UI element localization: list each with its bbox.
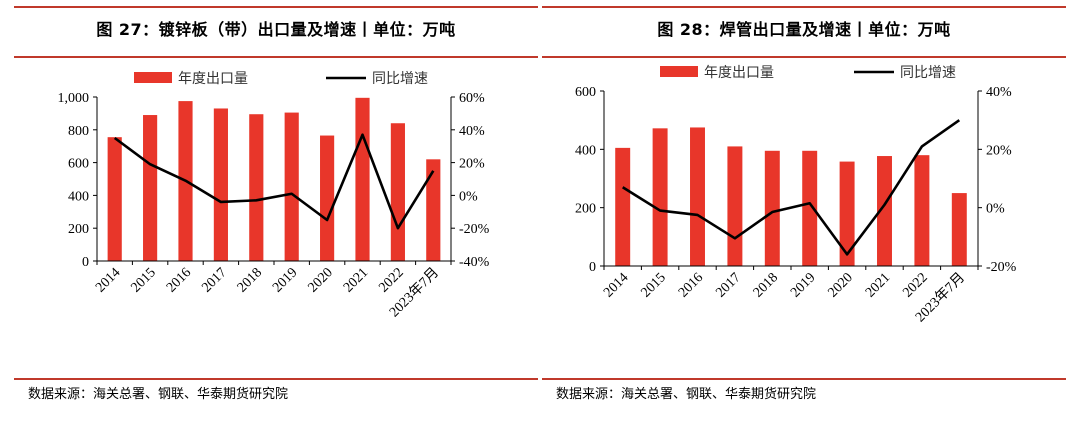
left-tick-label: 400 xyxy=(68,189,89,204)
bar-2019 xyxy=(802,150,818,266)
legend-line-label: 同比增速 xyxy=(900,65,956,81)
export-chart-welded-pipe: 0 200 400 600 -20% 0% 20% 40% 2014 2015 2016 2017 20… xyxy=(575,65,1017,325)
bar-2018 xyxy=(249,114,264,261)
growth-line xyxy=(113,133,435,230)
title-rule xyxy=(542,56,1066,58)
left-tick-label: 800 xyxy=(68,124,89,139)
left-tick-label: 400 xyxy=(575,143,596,158)
left-tick-label: 0 xyxy=(589,260,596,275)
title-rule xyxy=(14,56,538,58)
right-tick-label: 0% xyxy=(459,189,478,204)
legend-line-label: 同比增速 xyxy=(372,71,428,87)
left-tick-label: 0 xyxy=(82,255,89,270)
legend-bar-label: 年度出口量 xyxy=(704,65,774,81)
bar-2017 xyxy=(213,108,228,261)
x-tick-label: 2016 xyxy=(164,265,194,295)
growth-line xyxy=(622,119,961,256)
left-tick-label: 200 xyxy=(68,222,89,237)
left-tick-label: 600 xyxy=(68,157,89,172)
bar-2021 xyxy=(355,97,370,261)
source-note: 数据来源：海关总署、钢联、华泰期货研究院 xyxy=(28,387,289,402)
x-tick-label: 2015 xyxy=(639,270,669,300)
bar-2020 xyxy=(839,161,855,266)
bar-2017 xyxy=(727,146,743,266)
top-rule xyxy=(542,6,1066,8)
bar-2018 xyxy=(764,150,780,266)
top-rule xyxy=(14,6,538,8)
x-tick-label: 2022 xyxy=(900,270,930,300)
x-tick-label: 2017 xyxy=(199,265,229,295)
bar-2023年7月 xyxy=(951,193,967,266)
x-tick-label: 2020 xyxy=(306,265,336,295)
bar-2022 xyxy=(390,123,405,262)
chart-panel-left: 图 27：镀锌板（带）出口量及增速丨单位：万吨 0 200 400 600 800 1,0… xyxy=(14,0,538,426)
source-note: 数据来源：海关总署、钢联、华泰期货研究院 xyxy=(556,387,817,402)
right-tick-label: -20% xyxy=(459,222,490,237)
x-tick-label: 2019 xyxy=(270,265,300,295)
x-tick-label: 2020 xyxy=(826,270,856,300)
right-tick-label: 0% xyxy=(986,202,1005,217)
x-tick-label: 2017 xyxy=(713,270,743,300)
x-tick-label: 2018 xyxy=(235,265,265,295)
bar-2014 xyxy=(107,137,122,261)
left-tick-label: 600 xyxy=(575,85,596,100)
source-rule xyxy=(542,378,1066,380)
x-tick-label: 2021 xyxy=(341,265,371,295)
x-tick-label: 2014 xyxy=(601,270,631,300)
x-tick-label: 2014 xyxy=(93,265,123,295)
right-tick-label: -40% xyxy=(459,255,490,270)
export-chart-galvanized: 0 200 400 600 800 1,000 -40% -20% 0% 20% 40% 60% 201… xyxy=(58,71,490,320)
chart-panel-right: 图 28：焊管出口量及增速丨单位：万吨 0 200 400 600 -20% 0% 20% 4… xyxy=(542,0,1066,426)
x-tick-label: 2016 xyxy=(676,270,706,300)
bar-2019 xyxy=(284,112,299,261)
right-tick-label: 60% xyxy=(459,91,485,106)
x-tick-label: 2015 xyxy=(129,265,159,295)
bar-2016 xyxy=(690,127,705,266)
bar-2021 xyxy=(877,156,892,266)
x-tick-label: 2021 xyxy=(863,270,893,300)
bar-2015 xyxy=(143,115,158,261)
x-tick-label: 2018 xyxy=(751,270,781,300)
right-tick-label: 20% xyxy=(986,143,1012,158)
right-tick-label: -20% xyxy=(986,260,1017,275)
left-tick-label: 1,000 xyxy=(58,91,90,106)
bar-2015 xyxy=(652,128,668,266)
bar-2020 xyxy=(320,135,335,261)
bar-2014 xyxy=(615,147,631,266)
source-rule xyxy=(14,378,538,380)
chart-title: 图 28：焊管出口量及增速丨单位：万吨 xyxy=(657,20,951,39)
bar-2023年7月 xyxy=(426,159,441,261)
legend-bar-label: 年度出口量 xyxy=(178,71,248,87)
right-tick-label: 40% xyxy=(459,124,485,139)
bar-2022 xyxy=(914,155,930,266)
right-tick-label: 20% xyxy=(459,157,485,172)
x-tick-label: 2019 xyxy=(788,270,818,300)
legend-bar-swatch xyxy=(134,72,172,83)
left-tick-label: 200 xyxy=(575,202,596,217)
chart-title: 图 27：镀锌板（带）出口量及增速丨单位：万吨 xyxy=(96,20,456,39)
legend-bar-swatch xyxy=(660,66,698,77)
x-tick-label: 2022 xyxy=(376,265,406,295)
right-tick-label: 40% xyxy=(986,85,1012,100)
